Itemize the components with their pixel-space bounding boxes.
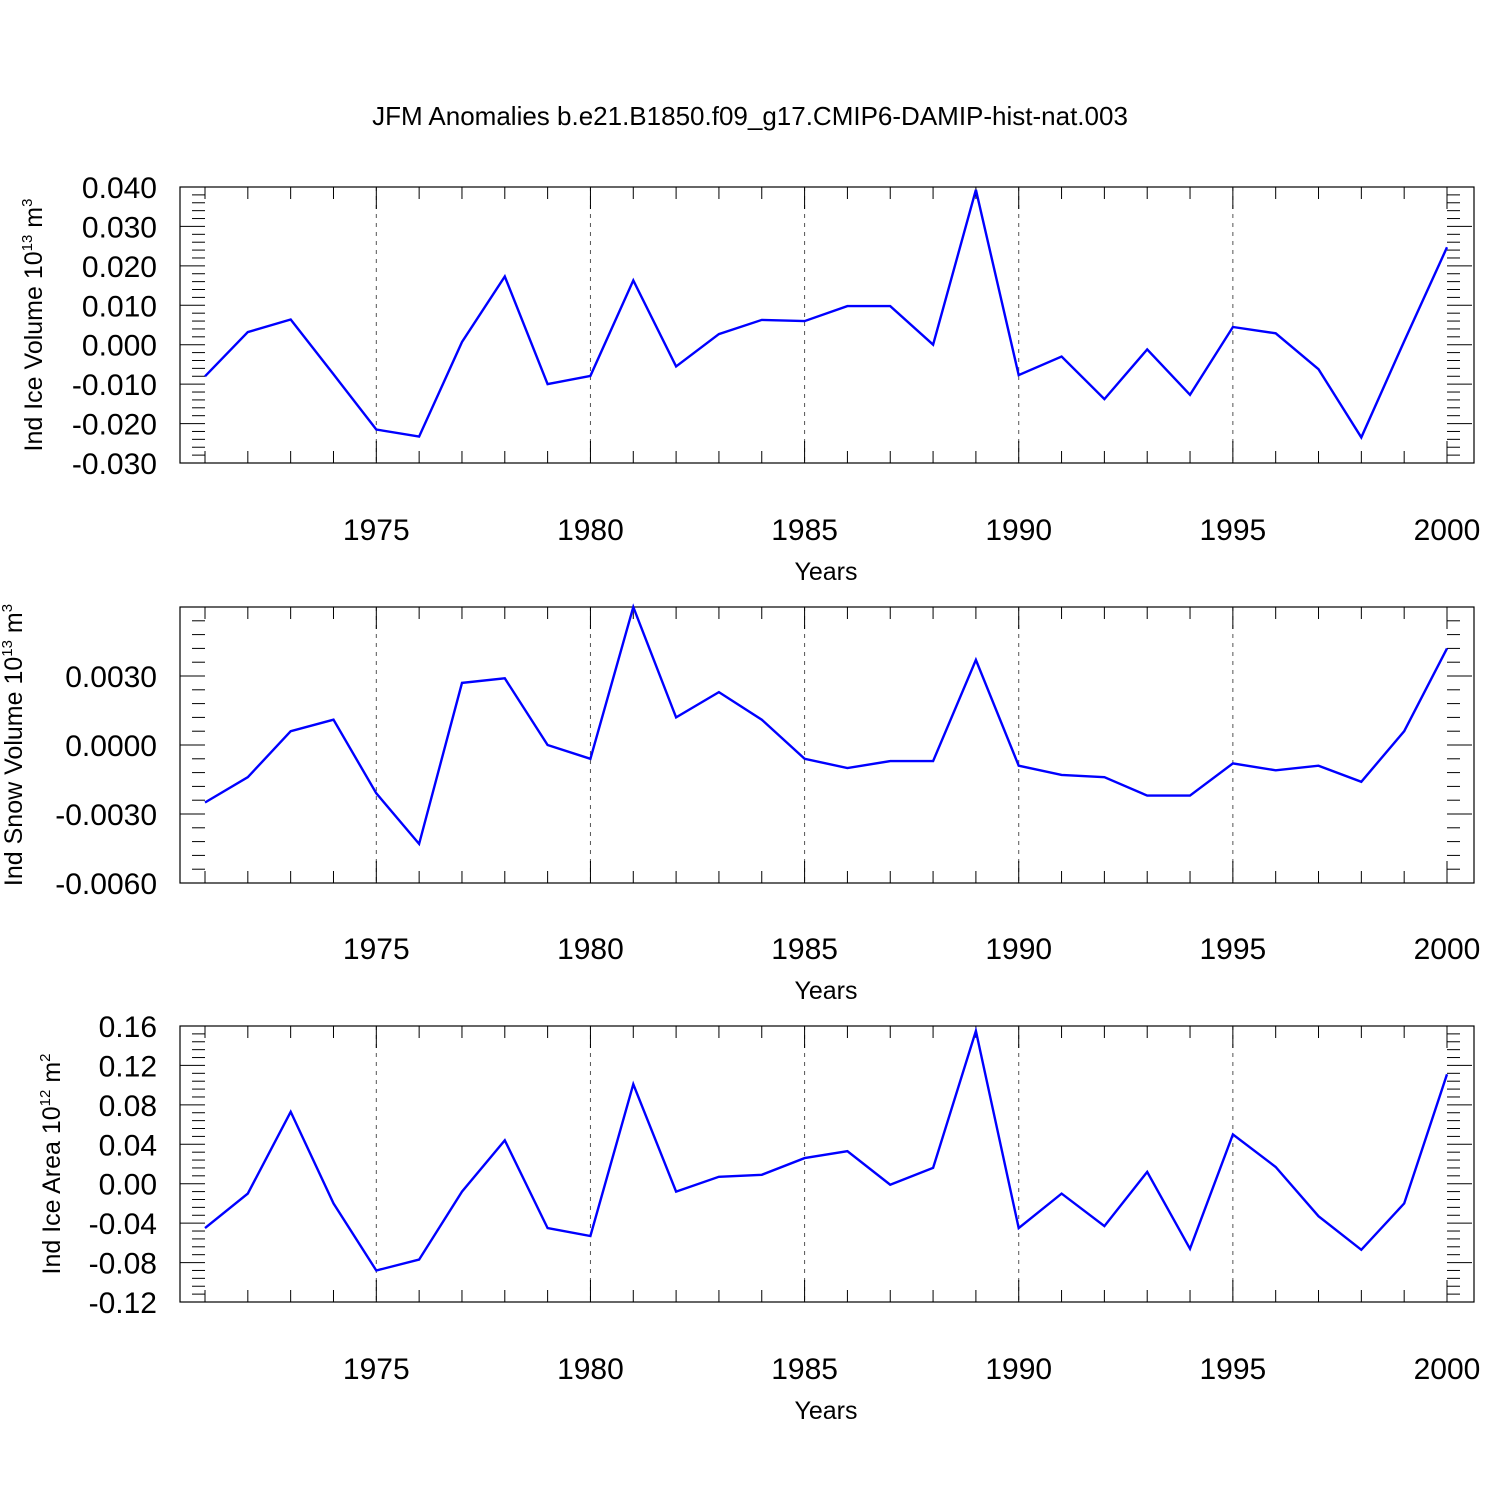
x-tick-label-1985: 1985 [771,933,838,966]
series-line [204,189,1449,440]
y-tick-label: -0.04 [89,1208,157,1241]
x-tick-label-1980: 1980 [557,1353,624,1386]
y-tick-label: 0.12 [99,1050,157,1083]
x-axis-label: Years [794,1397,857,1425]
y-tick-label: 0.020 [82,251,157,284]
x-axis-label: Years [794,558,857,586]
y-tick-label: -0.0030 [55,799,157,832]
y-tick-label: -0.010 [72,369,157,402]
y-tick-label: 0.010 [82,290,157,323]
x-tick-label-1980: 1980 [557,514,624,547]
y-tick-label: -0.0060 [55,868,157,901]
y-tick-label: 0.040 [82,172,157,205]
y-axis-label: Ind Ice Volume 1013 m3 [19,199,48,452]
plot-frame [179,186,1475,464]
x-tick-label-1975: 1975 [343,514,410,547]
x-tick-label-1975: 1975 [343,1353,410,1386]
x-tick-label-1995: 1995 [1199,1353,1266,1386]
x-tick-label-2000: 2000 [1414,1353,1481,1386]
x-tick-label-1995: 1995 [1199,933,1266,966]
y-tick-label: 0.04 [99,1129,157,1162]
x-tick-label-1995: 1995 [1199,514,1266,547]
x-tick-label-2000: 2000 [1414,514,1481,547]
series-line [204,1026,1449,1272]
y-tick-label: -0.08 [89,1248,157,1281]
chart-title: JFM Anomalies b.e21.B1850.f09_g17.CMIP6-… [372,101,1128,131]
x-tick-label-1990: 1990 [985,514,1052,547]
y-tick-label: 0.00 [99,1169,157,1202]
plot-frame [179,1025,1475,1303]
y-tick-label: 0.08 [99,1090,157,1123]
y-tick-label: -0.12 [89,1287,157,1320]
x-tick-label-1975: 1975 [343,933,410,966]
x-tick-label-1980: 1980 [557,933,624,966]
x-tick-label-1985: 1985 [771,1353,838,1386]
series-line [204,603,1449,847]
x-axis-label: Years [794,977,857,1005]
x-tick-label-1990: 1990 [985,1353,1052,1386]
y-tick-label: -0.030 [72,448,157,481]
y-axis-label: Ind Snow Volume 1013 m3 [0,604,28,886]
y-tick-label: 0.16 [99,1011,157,1044]
x-tick-label-2000: 2000 [1414,933,1481,966]
panel-1: -0.030 -0.020 -0.010 0.000 0.010 0.020 0.030 0.… [19,172,1480,586]
y-tick-label: 0.000 [82,330,157,363]
panel-3: -0.12 -0.08 -0.04 0.00 0.04 0.08 0.12 0.16 1975 1… [37,1011,1480,1425]
panel-2: -0.0060 -0.0030 0.0000 0.0030 1975 1980 1985 19… [0,603,1481,1005]
x-tick-label-1985: 1985 [771,514,838,547]
y-tick-label: 0.0000 [65,730,157,763]
x-tick-label-1990: 1990 [985,933,1052,966]
y-axis-label: Ind Ice Area 1012 m2 [37,1054,66,1275]
y-tick-label: 0.0030 [65,661,157,694]
y-tick-label: 0.030 [82,211,157,244]
plot-frame [179,606,1475,884]
y-tick-label: -0.020 [72,409,157,442]
